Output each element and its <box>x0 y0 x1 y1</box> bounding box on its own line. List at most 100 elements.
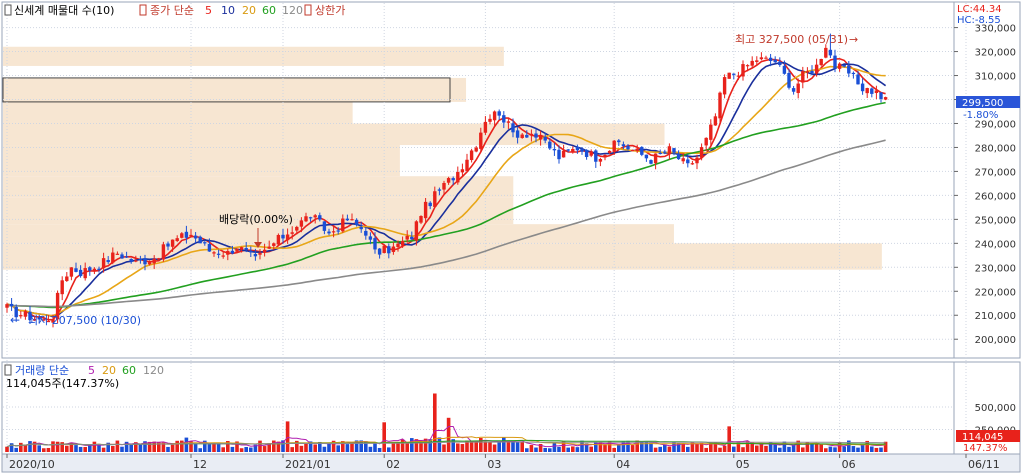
volume-bar <box>773 444 777 452</box>
candle-body <box>138 259 143 261</box>
candle-body <box>46 320 51 323</box>
volume-bar <box>663 444 667 452</box>
candle-body <box>433 191 437 207</box>
candle-body <box>667 146 672 155</box>
volume-legend-marker <box>4 364 12 376</box>
volume-bar <box>83 446 87 452</box>
candle-body <box>874 90 879 94</box>
candle-body <box>78 269 83 277</box>
date-tick-label: 2020/10 <box>9 458 55 471</box>
volume-bar <box>405 442 409 452</box>
volume-bar <box>474 440 478 452</box>
candle-body <box>566 149 570 151</box>
price-tick-label: 260,000 <box>975 191 1016 202</box>
candle-body <box>842 64 846 67</box>
candle-body <box>276 234 281 245</box>
volume-bar <box>561 441 566 452</box>
candle-body <box>713 116 718 126</box>
candle-body <box>129 259 133 262</box>
candle-body <box>124 256 129 258</box>
candle-body <box>828 49 833 56</box>
candle-body <box>23 311 28 317</box>
candle-body <box>801 71 805 83</box>
volume-bar <box>566 447 570 452</box>
price-tick-label: 290,000 <box>975 119 1016 130</box>
volume-bar <box>819 444 823 452</box>
candle-body <box>764 57 768 59</box>
volume-bar <box>465 440 469 452</box>
date-tick-label: 02 <box>386 458 400 471</box>
ma-legend-label[interactable]: 종가 단순 <box>150 4 194 17</box>
candle-body <box>520 134 524 139</box>
volume-bar <box>718 447 722 452</box>
candle-body <box>42 319 46 321</box>
volume-bar <box>589 446 593 452</box>
volume-bar <box>460 444 465 452</box>
candle-body <box>405 235 409 240</box>
volume-bar <box>239 448 244 452</box>
price-tick-label: 320,000 <box>975 48 1016 59</box>
volume-bar <box>488 442 492 452</box>
volume-bar <box>676 443 681 452</box>
volume-bar <box>414 439 419 452</box>
candle-body <box>649 160 653 164</box>
candle-body <box>663 151 667 153</box>
volume-bar <box>529 445 534 452</box>
volume-bar <box>207 444 212 452</box>
volume-bar <box>9 443 14 452</box>
candle-body <box>382 245 386 253</box>
volume-bar <box>281 440 285 452</box>
candle-body <box>5 304 9 308</box>
volume-bar <box>170 444 175 452</box>
candle-body <box>281 234 285 239</box>
volume-bar <box>78 446 83 452</box>
volume-bar <box>594 442 598 452</box>
volume-pane[interactable] <box>1 361 955 455</box>
candle-body <box>603 154 607 158</box>
candle-body <box>782 65 787 74</box>
volume-bar <box>543 447 547 452</box>
candle-body <box>640 146 644 155</box>
volume-bar <box>525 448 529 452</box>
volume-bar <box>433 393 437 452</box>
volume-legend-label[interactable]: 거래량 단순 <box>15 364 69 377</box>
candle-body <box>621 144 626 147</box>
volume-bar <box>285 421 290 452</box>
volume-bar <box>391 442 396 452</box>
candle-body <box>373 238 377 250</box>
price-tick-label: 220,000 <box>975 287 1016 298</box>
volume-bar <box>32 441 37 452</box>
candle-body <box>193 235 198 239</box>
volume-bar <box>778 447 782 452</box>
date-tick-label: 06/11 <box>968 458 1000 471</box>
volume-bar <box>198 448 202 452</box>
volume-bar <box>373 442 377 452</box>
candle-body <box>598 159 603 162</box>
candle-body <box>37 317 41 320</box>
current-change: -1.80% <box>963 110 998 121</box>
candle-body <box>865 88 869 94</box>
candle-body <box>377 248 382 255</box>
candle-body <box>437 189 442 191</box>
volume-bar <box>768 442 773 452</box>
candle-body <box>571 148 575 153</box>
volume-bar <box>226 441 230 452</box>
candle-body <box>249 250 253 253</box>
volume-bar <box>253 444 258 452</box>
candle-body <box>414 221 419 241</box>
volume-bar <box>262 446 267 452</box>
chart-title[interactable]: 신세계 매물대 수(10) <box>14 4 114 17</box>
volume-bar <box>847 440 851 452</box>
candle-body <box>483 121 488 133</box>
candle-body <box>810 70 814 74</box>
volume-bar <box>313 444 317 452</box>
date-axis-bg <box>1 453 1021 473</box>
candle-body <box>851 72 856 75</box>
current-price-band <box>2 77 451 103</box>
candle-body <box>318 215 322 220</box>
candle-body <box>460 169 465 173</box>
low-annotation: 최저 207,500 (10/30) <box>28 314 141 327</box>
limit-legend[interactable]: 상한가 <box>315 4 345 17</box>
candle-body <box>83 268 87 279</box>
